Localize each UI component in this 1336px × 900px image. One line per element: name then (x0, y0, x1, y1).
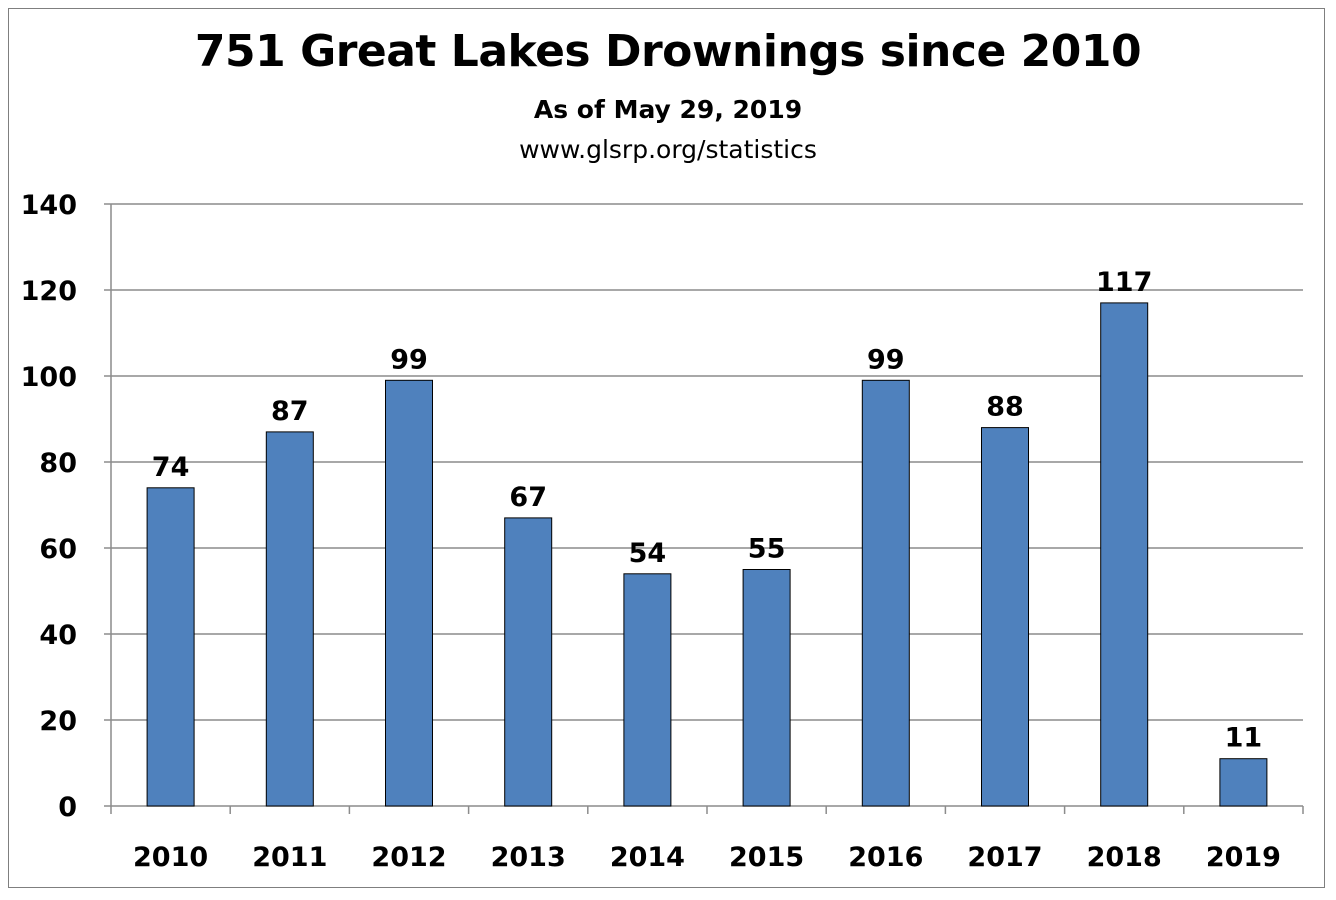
bar-2012 (385, 379, 433, 807)
bar-2011 (265, 431, 314, 807)
y-axis: 0 20 40 60 80 100 120 140 (21, 190, 112, 823)
data-label-2010: 74 (152, 452, 190, 483)
x-tick-label: 2017 (967, 842, 1042, 873)
x-tick-label: 2019 (1206, 842, 1281, 873)
data-label-2019: 11 (1225, 723, 1263, 754)
y-tick-label: 100 (21, 362, 77, 393)
y-tick-label: 0 (58, 792, 77, 823)
bar-2019 (1219, 758, 1268, 807)
x-tick-label: 2013 (491, 842, 566, 873)
x-tick-label: 2012 (371, 842, 446, 873)
x-tick-label: 2018 (1087, 842, 1162, 873)
y-tick-label: 60 (39, 534, 77, 565)
y-tick-label: 20 (39, 706, 77, 737)
y-tick-label: 40 (39, 620, 77, 651)
data-label-2011: 87 (271, 396, 309, 427)
bars (146, 302, 1268, 807)
bar-2017 (981, 427, 1029, 807)
bar-2018 (1100, 302, 1149, 807)
chart-subtitle: As of May 29, 2019 (533, 95, 803, 124)
data-label-2017: 88 (986, 392, 1024, 423)
data-label-2018: 117 (1096, 267, 1152, 298)
data-label-2014: 54 (629, 538, 667, 569)
bar-2016 (861, 379, 910, 807)
x-tick-label: 2014 (610, 842, 685, 873)
x-tick-label: 2011 (252, 842, 327, 873)
x-tick-label: 2010 (133, 842, 208, 873)
x-tick-label: 2015 (729, 842, 804, 873)
y-tick-label: 120 (21, 276, 77, 307)
chart-source: www.glsrp.org/statistics (519, 135, 817, 164)
y-tick-label: 140 (21, 190, 77, 221)
data-labels: 74 87 99 67 54 55 99 88 117 11 (152, 267, 1262, 754)
x-axis: 2010 2011 2012 2013 2014 2015 2016 2017 2018 2019 (110, 805, 1304, 873)
x-tick-label: 2016 (848, 842, 923, 873)
data-label-2013: 67 (509, 482, 547, 513)
bar-2013 (504, 517, 553, 807)
data-label-2012: 99 (390, 344, 428, 375)
data-label-2015: 55 (748, 534, 786, 565)
chart-title: 751 Great Lakes Drownings since 2010 (194, 26, 1142, 77)
bar-2014 (623, 573, 672, 807)
bar-2010 (146, 487, 195, 807)
y-tick-label: 80 (39, 448, 77, 479)
bar-2015 (742, 569, 791, 807)
data-label-2016: 99 (867, 344, 905, 375)
